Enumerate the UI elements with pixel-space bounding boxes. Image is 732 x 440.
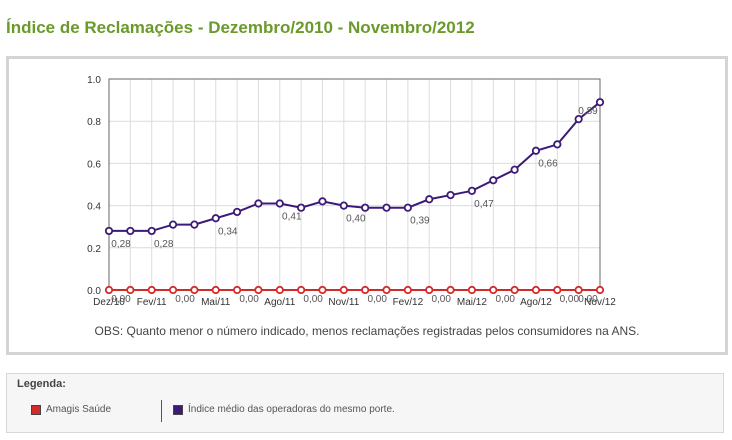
x-tick-label: Fev/12 [393, 297, 424, 308]
x-tick-label: Nov/12 [584, 297, 616, 308]
data-label: 0,28 [111, 239, 131, 250]
data-point-1 [446, 190, 455, 200]
axes: 0.0 0.2 0.4 0.6 0.8 1.0 Dez/10 Fev/11 Mai/11 Ago/… [87, 75, 616, 308]
x-tick-label: Ago/12 [520, 297, 552, 308]
data-point-0 [574, 285, 583, 295]
data-point-0 [126, 285, 135, 295]
legend-swatch-media [173, 404, 183, 415]
data-point-0 [446, 285, 455, 295]
data-point-1 [190, 220, 199, 229]
data-point-1 [510, 165, 519, 174]
y-tick-label: 0.6 [87, 159, 101, 170]
data-label: 0,47 [474, 199, 494, 210]
legend-title: Legenda: [17, 378, 66, 390]
legend-swatch-amagis [31, 404, 41, 415]
x-tick-label: Mai/11 [201, 297, 231, 308]
data-point-1 [254, 199, 263, 208]
data-point-0 [104, 285, 114, 295]
data-label: 0,34 [218, 226, 238, 237]
data-point-1 [211, 214, 220, 223]
data-point-0 [510, 285, 519, 295]
data-point-0 [595, 285, 605, 295]
plot-border [108, 78, 601, 291]
data-point-0 [211, 285, 220, 295]
data-label: 0,00 [431, 294, 451, 305]
data-point-1 [147, 226, 156, 236]
chart-frame: 0.0 0.2 0.4 0.6 0.8 1.0 Dez/10 Fev/11 Mai/11 Ago/… [6, 56, 728, 355]
data-point-1 [574, 114, 583, 124]
data-label: 0,66 [538, 159, 558, 170]
data-point-1 [489, 176, 498, 185]
data-label: 0,00 [111, 294, 131, 305]
x-tick-label: Nov/11 [328, 297, 359, 308]
y-tick-label: 0.0 [87, 286, 101, 297]
legend-label-media: Índice médio das operadoras do mesmo por… [188, 404, 395, 415]
data-point-0 [467, 285, 477, 295]
data-point-1 [467, 186, 477, 195]
data-label: 0,00 [367, 294, 387, 305]
legend-item-amagis: Amagis Saúde [31, 404, 111, 415]
legend: Legenda: Amagis Saúde Índice médio das o… [6, 373, 724, 433]
y-tick-label: 0.8 [87, 117, 101, 128]
data-label: 0,00 [239, 294, 259, 305]
data-label: 0,39 [410, 216, 430, 227]
data-point-1 [382, 203, 391, 212]
chart-note: OBS: Quanto menor o número indicado, men… [94, 324, 640, 338]
data-point-0 [275, 285, 284, 295]
data-point-1 [553, 140, 562, 149]
page-title: Índice de Reclamações - Dezembro/2010 - … [6, 18, 475, 37]
data-point-0 [382, 285, 391, 295]
line-chart: 0.0 0.2 0.4 0.6 0.8 1.0 Dez/10 Fev/11 Mai/11 Ago/… [87, 75, 616, 308]
data-labels: 0,00 0,00 0,00 0,00 0,00 0,00 0,00 0,00 0,000,28… [111, 106, 598, 305]
data-label: 0,28 [154, 239, 174, 250]
data-point-1 [403, 203, 412, 212]
data-point-1 [361, 203, 370, 212]
data-label: 0,41 [282, 211, 302, 222]
data-label: 0,00 [496, 294, 516, 305]
data-label: 0,00 [175, 294, 195, 305]
data-point-0 [425, 285, 434, 295]
data-point-1 [425, 195, 434, 204]
x-tick-label: Dez/10 [93, 297, 125, 308]
y-tick-label: 0.2 [87, 244, 101, 255]
series [104, 98, 605, 295]
data-point-0 [318, 285, 327, 295]
data-point-1 [318, 197, 327, 206]
data-point-1 [297, 203, 306, 212]
data-point-0 [232, 285, 242, 295]
legend-label-amagis: Amagis Saúde [46, 404, 112, 415]
data-point-0 [147, 285, 156, 295]
data-label: 0,89 [578, 106, 598, 117]
data-point-0 [168, 285, 178, 295]
data-point-1 [339, 201, 348, 210]
data-point-1 [168, 220, 178, 229]
data-point-0 [339, 285, 348, 295]
data-point-0 [553, 285, 562, 295]
data-point-1 [126, 226, 135, 236]
grid [108, 78, 601, 291]
data-point-1 [104, 226, 114, 236]
data-label: 0,00 [303, 294, 323, 305]
legend-divider [161, 400, 162, 422]
data-point-0 [361, 285, 370, 295]
data-label: 0,00 [578, 294, 598, 305]
data-point-1 [531, 146, 541, 155]
data-point-0 [403, 285, 412, 295]
legend-item-media: Índice médio das operadoras do mesmo por… [173, 404, 395, 415]
x-tick-label: Ago/11 [264, 297, 295, 308]
data-label: 0,40 [346, 214, 366, 225]
data-point-0 [254, 285, 263, 295]
data-point-1 [275, 199, 284, 208]
data-point-1 [595, 98, 605, 107]
data-point-0 [297, 285, 306, 295]
x-tick-label: Fev/11 [137, 297, 167, 308]
data-point-0 [531, 285, 541, 295]
data-label: 0,00 [560, 294, 580, 305]
x-tick-label: Mai/12 [457, 297, 487, 308]
data-point-1 [232, 207, 242, 217]
y-tick-label: 1.0 [87, 75, 101, 86]
data-point-0 [190, 285, 199, 295]
y-tick-label: 0.4 [87, 202, 101, 213]
data-point-0 [489, 285, 498, 295]
